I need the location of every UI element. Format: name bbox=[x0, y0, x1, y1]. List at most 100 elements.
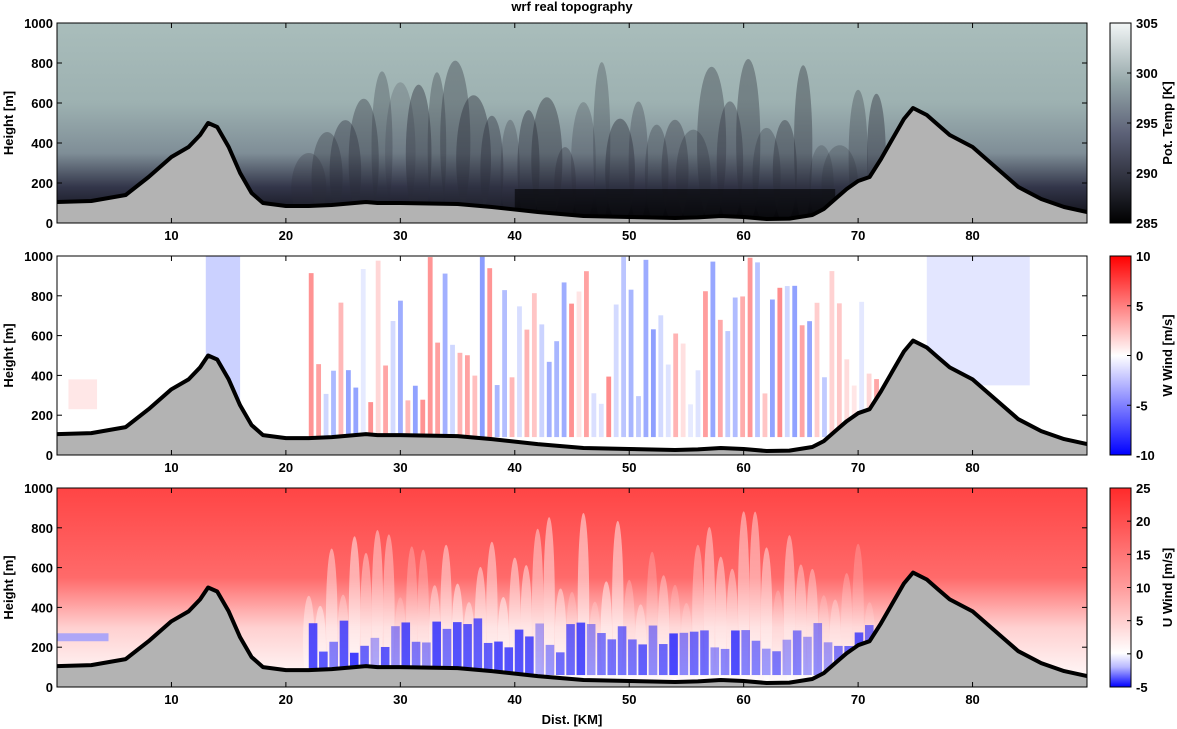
temp-plume bbox=[480, 115, 504, 223]
w-wind-stripe bbox=[769, 299, 775, 438]
terrain-outline bbox=[57, 338, 1087, 453]
terrain-fill bbox=[57, 572, 1087, 687]
u-reversed-flow bbox=[432, 621, 441, 676]
x-tick-label: 40 bbox=[508, 460, 522, 475]
u-reversed-flow bbox=[803, 636, 812, 676]
w-wind-stripe bbox=[539, 324, 545, 438]
x-tick-label: 70 bbox=[851, 228, 865, 243]
x-tick-label: 30 bbox=[393, 228, 407, 243]
w-wind-stripe bbox=[360, 268, 366, 438]
w-wind-stripe bbox=[621, 256, 627, 438]
w-wind-stripe bbox=[784, 286, 790, 438]
w-wind-stripe bbox=[814, 302, 820, 438]
w-wind-stripe bbox=[383, 365, 388, 438]
w-wind-stripe bbox=[353, 387, 359, 438]
w-wind-stripe bbox=[792, 285, 798, 438]
colorbar-label: Pot. Temp [K] bbox=[1160, 81, 1175, 165]
w-wind-stripe bbox=[390, 321, 396, 438]
w-wind-stripe bbox=[375, 260, 381, 438]
w-wind-stripe bbox=[859, 301, 865, 438]
w-wind-stripe bbox=[710, 261, 716, 438]
x-tick-label: 30 bbox=[393, 692, 407, 707]
u-reversed-flow bbox=[648, 625, 658, 676]
w-wind-stripe bbox=[457, 352, 463, 438]
w-wind-stripe bbox=[569, 303, 574, 438]
w-wind-stripe bbox=[338, 302, 344, 438]
w-wind-stripe bbox=[799, 325, 805, 438]
colorbar-tick-label: 10 bbox=[1136, 249, 1150, 264]
u-reversed-flow bbox=[813, 623, 823, 676]
w-wind-stripe bbox=[613, 304, 619, 438]
x-tick-label: 60 bbox=[736, 460, 750, 475]
u-plume bbox=[760, 547, 773, 687]
w-wind-stripe bbox=[643, 259, 649, 438]
w-wind-stripe bbox=[524, 329, 530, 438]
x-tick-label: 60 bbox=[736, 228, 750, 243]
u-reversed-flow bbox=[401, 622, 411, 676]
field-layer bbox=[57, 23, 1087, 223]
terrain-fill bbox=[57, 340, 1087, 455]
w-wind-stripe bbox=[606, 376, 612, 438]
u-plume bbox=[806, 568, 819, 687]
w-wind-stripe bbox=[866, 373, 872, 438]
u-reversed-flow bbox=[720, 648, 730, 676]
u-reversed-flow bbox=[741, 630, 750, 676]
colorbar-tick-label: 10 bbox=[1136, 581, 1150, 596]
w-wind-stripe bbox=[732, 297, 738, 438]
w-wind-stripe bbox=[554, 341, 560, 438]
w-wind-stripe bbox=[628, 289, 634, 438]
x-tick-label: 10 bbox=[164, 460, 178, 475]
x-tick-label: 30 bbox=[393, 460, 407, 475]
y-axis-label: Height [m] bbox=[1, 323, 16, 387]
x-tick-label: 70 bbox=[851, 692, 865, 707]
x-tick-label: 20 bbox=[279, 460, 293, 475]
colorbar-tick-label: 300 bbox=[1136, 66, 1158, 81]
w-wind-stripe bbox=[435, 342, 441, 438]
colorbar-tick-label: 20 bbox=[1136, 514, 1150, 529]
w-wind-stripe bbox=[844, 359, 850, 438]
w-wind-stripe bbox=[405, 400, 411, 438]
w-wind-stripe bbox=[487, 268, 493, 438]
u-reversed-flow bbox=[597, 633, 606, 676]
u-reversed-flow bbox=[452, 622, 462, 676]
colorbar-label: U Wind [m/s] bbox=[1160, 548, 1175, 627]
panel-3: 10 20 30 40 50 60 70 8002004006008001000Height … bbox=[1, 481, 1175, 707]
colorbar-tick-label: 5 bbox=[1136, 299, 1143, 314]
x-tick-label: 80 bbox=[965, 460, 979, 475]
w-wind-stripe bbox=[427, 257, 433, 438]
u-plume bbox=[348, 536, 361, 687]
w-wind-stripe bbox=[331, 370, 336, 438]
w-wind-stripe bbox=[323, 393, 329, 438]
u-reversed-flow bbox=[525, 636, 534, 676]
u-plume bbox=[543, 517, 555, 687]
panel-2: 10 20 30 40 50 60 70 8002004006008001000Height … bbox=[1, 249, 1175, 475]
temp-plume bbox=[329, 120, 362, 223]
colorbar-tick-label: 285 bbox=[1136, 216, 1158, 231]
u-plume bbox=[371, 530, 384, 687]
w-wind-stripe bbox=[345, 370, 351, 438]
u-reversed-flow bbox=[607, 639, 617, 676]
w-wind-stripe bbox=[636, 396, 641, 438]
colorbar-tick-label: 0 bbox=[1136, 349, 1143, 364]
w-wind-stripe bbox=[316, 364, 322, 438]
y-tick-label: 400 bbox=[31, 136, 53, 151]
temp-plume bbox=[456, 95, 491, 223]
y-tick-label: 0 bbox=[46, 680, 53, 695]
u-reversed-flow bbox=[628, 639, 637, 676]
w-wind-stripe bbox=[822, 377, 827, 438]
colorbar-tick-label: 25 bbox=[1136, 481, 1150, 496]
temp-plume bbox=[593, 62, 611, 223]
y-tick-label: 0 bbox=[46, 448, 53, 463]
u-reversed-flow bbox=[422, 642, 431, 676]
temp-plume bbox=[794, 65, 813, 223]
u-plume bbox=[818, 595, 830, 687]
colorbar-tick-label: 305 bbox=[1136, 16, 1158, 31]
u-reversed-flow bbox=[710, 647, 720, 676]
w-wind-stripe bbox=[755, 262, 760, 438]
x-tick-label: 60 bbox=[736, 692, 750, 707]
y-tick-label: 600 bbox=[31, 329, 53, 344]
u-reversed-flow bbox=[411, 641, 421, 676]
w-wind-stripe bbox=[725, 331, 731, 438]
u-reversed-flow bbox=[483, 642, 493, 676]
